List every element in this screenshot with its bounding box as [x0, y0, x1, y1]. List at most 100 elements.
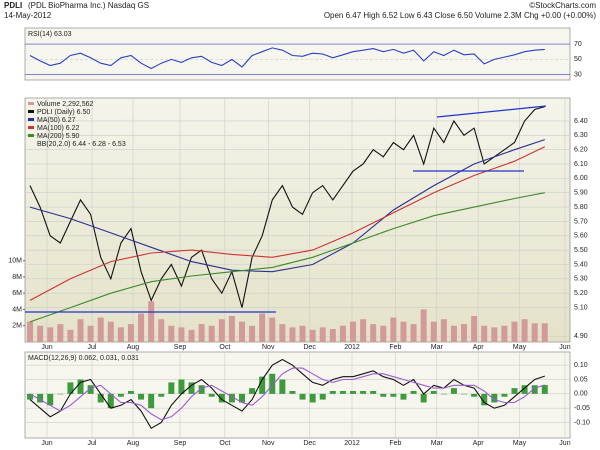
bar — [238, 321, 245, 342]
x-tick-label: Dec — [303, 440, 316, 447]
y-tick-label: 6.20 — [574, 147, 588, 154]
series-line — [29, 358, 545, 430]
bar — [67, 382, 74, 394]
y-tick-label: 5.40 — [574, 261, 588, 268]
legend-label: MA(200) 5.90 — [37, 133, 80, 140]
bar — [249, 388, 256, 394]
x-tick-label: Jun — [41, 440, 52, 447]
bar — [541, 323, 548, 342]
bar — [491, 393, 498, 403]
series-line — [29, 146, 546, 301]
bar — [77, 379, 84, 394]
x-tick-label: May — [513, 344, 527, 351]
bar — [400, 393, 407, 400]
x-tick-label: Mar — [431, 344, 444, 351]
bar — [67, 329, 74, 342]
y2-tick-label: 2M — [12, 323, 22, 330]
bar — [117, 327, 124, 342]
bar — [97, 317, 104, 342]
bar — [461, 324, 468, 342]
bar — [289, 390, 296, 394]
x-tick-label: Aug — [127, 440, 140, 447]
x-tick-label: Mar — [431, 440, 444, 447]
x-tick-label: May — [513, 440, 527, 447]
bar — [198, 385, 205, 394]
bar — [289, 327, 296, 342]
bar — [370, 324, 377, 342]
company-name: (PDL BioPharma Inc.) Nasdaq GS — [28, 1, 149, 10]
bar — [228, 393, 235, 403]
y-tick-label: 50 — [574, 56, 582, 63]
x-tick-label: Sep — [174, 440, 187, 447]
y-tick-label: 5.50 — [574, 247, 588, 254]
bar — [27, 393, 34, 400]
x-tick-label: Apr — [473, 440, 485, 447]
panel-title: MACD(12,26,9) 0.062, 0.031, 0.031 — [28, 355, 139, 362]
bar — [77, 319, 84, 342]
y-tick-label: 5.70 — [574, 218, 588, 225]
bar — [481, 325, 488, 342]
bar — [329, 328, 336, 342]
bar — [148, 301, 155, 342]
bar — [430, 321, 437, 342]
y2-tick-label: 4M — [12, 306, 22, 313]
y-tick-label: 6.10 — [574, 161, 588, 168]
y2-tick-label: 8M — [12, 274, 22, 281]
bar — [410, 324, 417, 342]
bar — [319, 393, 326, 400]
y-tick-label: 6.40 — [574, 118, 588, 125]
bar — [218, 393, 225, 403]
bar — [521, 319, 528, 342]
bar — [471, 315, 478, 342]
x-tick-label: Jul — [88, 344, 97, 351]
x-tick-label: Jun — [559, 440, 570, 447]
x-tick-label: Jun — [559, 344, 570, 351]
bar — [299, 325, 306, 342]
bar — [541, 384, 548, 394]
bar — [329, 390, 336, 394]
bar — [57, 393, 64, 395]
y-tick-label: 70 — [574, 41, 582, 48]
bar — [420, 309, 427, 342]
bar — [531, 385, 538, 394]
x-tick-label: Feb — [389, 440, 401, 447]
bar — [350, 321, 357, 342]
bar — [168, 325, 175, 342]
bar — [491, 327, 498, 342]
series-line — [29, 47, 545, 70]
bar — [107, 321, 114, 342]
bar — [138, 313, 145, 342]
bar — [501, 393, 508, 397]
bar — [400, 321, 407, 342]
bar — [440, 393, 447, 395]
bar — [511, 388, 518, 394]
bar — [440, 319, 447, 342]
bar — [188, 382, 195, 394]
source: ©StockCharts.com — [529, 1, 596, 10]
bar — [531, 323, 538, 342]
y-tick-label: -0.10 — [574, 419, 590, 426]
y2-tick-label: 10M — [8, 258, 22, 265]
bar — [37, 393, 44, 403]
y-tick-label: 30 — [574, 71, 582, 78]
y-tick-label: 5.30 — [574, 276, 588, 283]
panels: 30 50 70 RSI(14) 63.03 4.90 5.10 5.20 5.30 5.40 5… — [8, 27, 590, 447]
legend-swatch — [28, 126, 34, 129]
bar — [279, 324, 286, 342]
x-tick-label: Apr — [473, 344, 485, 351]
bar — [158, 393, 165, 397]
bar — [178, 379, 185, 394]
bar — [97, 393, 104, 403]
bar — [47, 327, 54, 342]
bar — [370, 390, 377, 394]
bar — [218, 319, 225, 342]
y-tick-label: 4.90 — [574, 333, 588, 340]
y-tick-label: 5.80 — [574, 204, 588, 211]
x-tick-label: Oct — [219, 440, 230, 447]
quote: Open 6.47 High 6.52 Low 6.43 Close 6.50 … — [324, 11, 597, 20]
legend-swatch — [28, 134, 34, 137]
bar — [471, 393, 478, 397]
bar — [188, 329, 195, 342]
bar — [117, 393, 124, 397]
